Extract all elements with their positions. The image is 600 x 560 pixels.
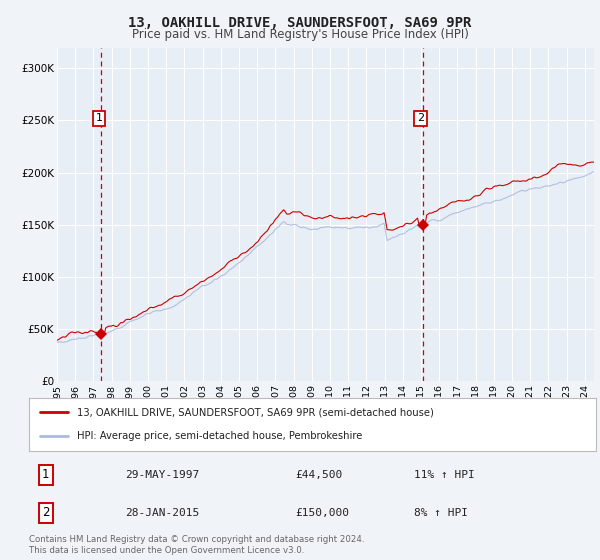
Text: 2: 2 [42,506,50,520]
Text: Price paid vs. HM Land Registry's House Price Index (HPI): Price paid vs. HM Land Registry's House … [131,28,469,41]
Text: 1: 1 [42,468,50,482]
Text: £150,000: £150,000 [295,508,349,518]
Text: 13, OAKHILL DRIVE, SAUNDERSFOOT, SA69 9PR (semi-detached house): 13, OAKHILL DRIVE, SAUNDERSFOOT, SA69 9P… [77,408,434,418]
Text: 13, OAKHILL DRIVE, SAUNDERSFOOT, SA69 9PR: 13, OAKHILL DRIVE, SAUNDERSFOOT, SA69 9P… [128,16,472,30]
Text: 2: 2 [417,114,424,123]
Text: 1: 1 [95,114,103,123]
Text: 29-MAY-1997: 29-MAY-1997 [125,470,199,480]
Text: Contains HM Land Registry data © Crown copyright and database right 2024.
This d: Contains HM Land Registry data © Crown c… [29,535,364,555]
Text: 11% ↑ HPI: 11% ↑ HPI [415,470,475,480]
Text: HPI: Average price, semi-detached house, Pembrokeshire: HPI: Average price, semi-detached house,… [77,431,362,441]
Text: £44,500: £44,500 [295,470,343,480]
Text: 8% ↑ HPI: 8% ↑ HPI [415,508,469,518]
Text: 28-JAN-2015: 28-JAN-2015 [125,508,199,518]
